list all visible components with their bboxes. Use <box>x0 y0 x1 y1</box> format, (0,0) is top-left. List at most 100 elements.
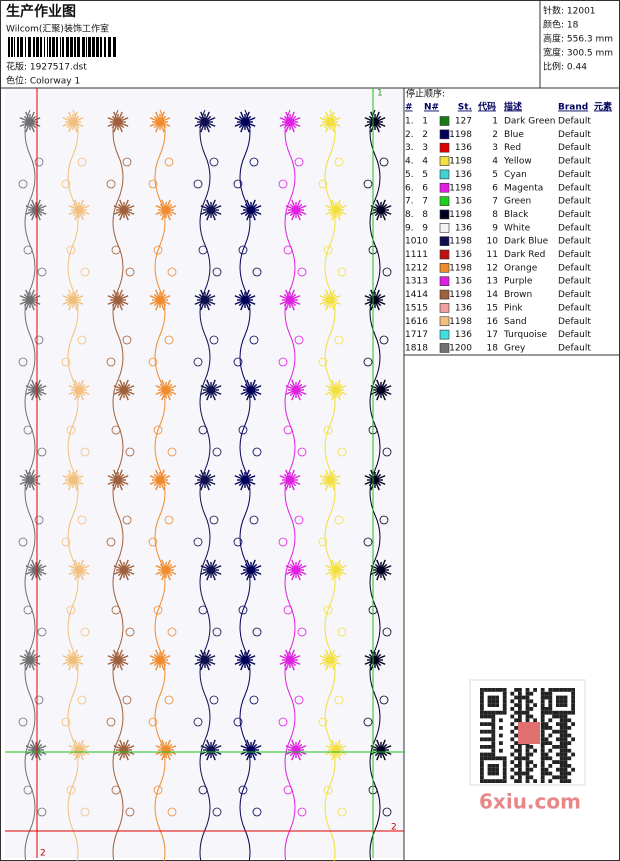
qr-module <box>563 710 568 715</box>
qr-module <box>548 733 553 738</box>
flower-center <box>207 566 215 574</box>
flower <box>113 379 135 401</box>
qr-module <box>480 756 484 761</box>
qr-module <box>544 691 549 696</box>
qr-module <box>571 722 575 726</box>
qr-logo <box>518 722 540 744</box>
vine <box>324 109 336 861</box>
qr-module <box>563 771 568 776</box>
bud <box>164 157 174 167</box>
stitches: 1198 <box>449 237 472 247</box>
qr-module <box>491 767 496 772</box>
qr-module <box>487 764 492 768</box>
brand: Default <box>558 183 591 193</box>
flower <box>325 379 347 401</box>
flower-center <box>156 476 164 484</box>
brand: Default <box>558 250 591 260</box>
flower-center <box>207 386 215 394</box>
bud <box>66 425 76 435</box>
stop-number: 10. <box>405 237 419 247</box>
qr-module <box>567 718 572 723</box>
bar <box>52 37 55 57</box>
flower-center <box>120 206 128 214</box>
bud <box>18 537 28 547</box>
qr-module <box>525 691 530 696</box>
bud <box>23 425 33 435</box>
flower-center <box>201 296 209 304</box>
qr-module <box>544 707 549 711</box>
bud <box>382 447 392 457</box>
needle: 12 <box>417 263 428 273</box>
qr-module <box>548 707 553 711</box>
qr-code <box>480 688 575 783</box>
bud <box>249 695 259 705</box>
flower <box>285 199 307 221</box>
qr-module <box>495 771 499 776</box>
vine <box>24 109 36 861</box>
qr-module <box>563 688 568 692</box>
bud <box>252 267 262 277</box>
qr-module <box>502 695 507 700</box>
flower-center <box>326 476 334 484</box>
flower <box>234 469 256 491</box>
flower-center <box>377 386 385 394</box>
description: Yellow <box>503 157 532 167</box>
table-header: St. <box>458 103 472 113</box>
qr-module <box>518 745 522 749</box>
bud <box>23 605 33 615</box>
qr-module <box>563 726 568 730</box>
bud <box>323 425 333 435</box>
qr-module <box>499 741 503 745</box>
needle: 1 <box>422 117 428 127</box>
flower-center <box>241 118 249 126</box>
code: 12 <box>487 263 498 273</box>
flower <box>234 111 256 133</box>
qr-module <box>563 779 568 783</box>
flower <box>155 559 177 581</box>
bud <box>66 245 76 255</box>
bud <box>18 357 28 367</box>
qr-module <box>556 752 560 757</box>
brand: Default <box>558 197 591 207</box>
flower-center <box>332 206 340 214</box>
description: Grey <box>504 343 526 353</box>
marker: 1 <box>377 89 383 99</box>
qr-module <box>521 771 526 776</box>
bar <box>96 37 99 57</box>
vine <box>239 109 251 861</box>
qr-module <box>571 703 575 707</box>
qr-module <box>567 733 572 738</box>
info: 针数: 12001 颜色: 18 高度: 556.3 mm 宽度: 300.5 mm 比… <box>543 5 613 73</box>
qr-module <box>491 722 496 726</box>
qr-module <box>544 741 549 745</box>
qr-module <box>514 703 518 707</box>
bud <box>80 807 90 817</box>
flower-center <box>69 656 77 664</box>
bar <box>70 37 73 57</box>
flower-center <box>286 118 294 126</box>
description: Dark Green <box>504 117 555 127</box>
qr-module <box>548 764 553 768</box>
bar <box>25 37 26 57</box>
qr-module <box>533 748 537 753</box>
swatch <box>439 129 450 140</box>
qr-module <box>559 737 564 742</box>
qr-module <box>529 707 534 711</box>
qr-module <box>487 688 492 692</box>
qr-module <box>480 703 484 707</box>
bar <box>113 37 116 57</box>
qr-module <box>571 707 575 711</box>
bar <box>28 37 31 57</box>
qr-module <box>559 729 564 734</box>
table-title: 停止顺序: <box>406 88 445 100</box>
qr-module <box>480 699 484 704</box>
bud <box>337 807 347 817</box>
qr-module <box>559 703 564 707</box>
flower-center <box>247 206 255 214</box>
bud <box>294 515 304 525</box>
brand: Default <box>558 210 591 220</box>
qr-module <box>544 726 549 730</box>
bud <box>334 335 344 345</box>
bud <box>125 627 135 637</box>
bar <box>104 37 106 57</box>
